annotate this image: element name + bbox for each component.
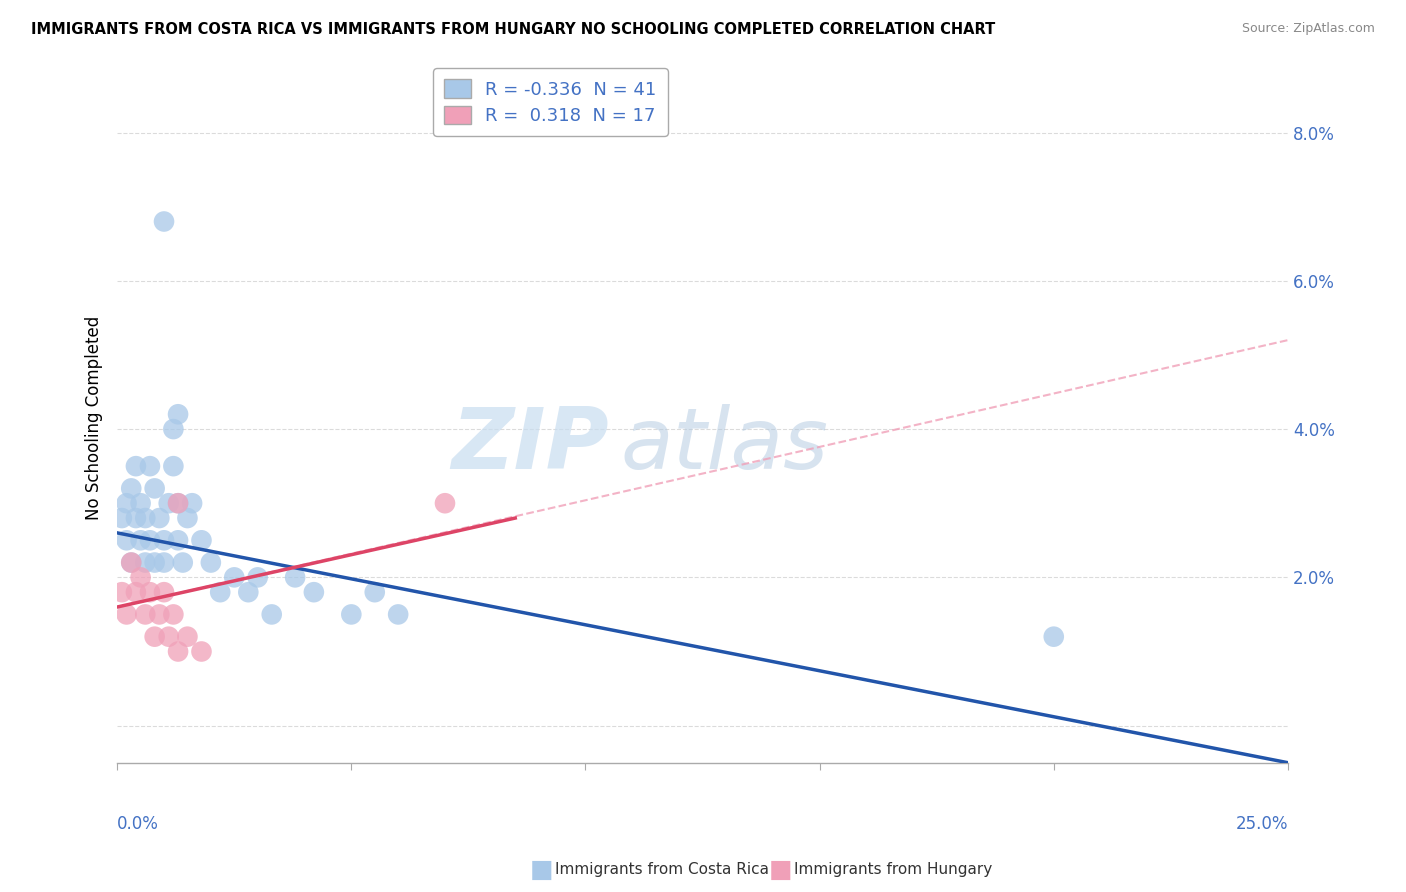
Point	[120, 556, 142, 570]
Point	[134, 511, 156, 525]
Point	[148, 607, 170, 622]
Text: 25.0%: 25.0%	[1236, 814, 1288, 832]
Y-axis label: No Schooling Completed: No Schooling Completed	[86, 316, 103, 520]
Point	[153, 556, 176, 570]
Point	[340, 607, 363, 622]
Point	[134, 607, 156, 622]
Point	[190, 644, 212, 658]
Point	[153, 214, 176, 228]
Point	[260, 607, 283, 622]
Point	[125, 459, 148, 474]
Point	[157, 496, 180, 510]
Point	[120, 556, 142, 570]
Text: Immigrants from Hungary: Immigrants from Hungary	[794, 863, 993, 877]
Point	[120, 482, 142, 496]
Point	[181, 496, 204, 510]
Point	[284, 570, 307, 584]
Point	[139, 459, 162, 474]
Point	[143, 630, 166, 644]
Point	[157, 630, 180, 644]
Text: Immigrants from Costa Rica: Immigrants from Costa Rica	[555, 863, 769, 877]
Text: ■: ■	[530, 858, 553, 881]
Point	[167, 496, 190, 510]
Point	[200, 556, 222, 570]
Point	[209, 585, 232, 599]
Point	[433, 496, 456, 510]
Text: 0.0%: 0.0%	[117, 814, 159, 832]
Point	[125, 585, 148, 599]
Point	[111, 511, 134, 525]
Point	[1042, 630, 1064, 644]
Point	[167, 644, 190, 658]
Point	[167, 496, 190, 510]
Point	[153, 533, 176, 548]
Legend: R = -0.336  N = 41, R =  0.318  N = 17: R = -0.336 N = 41, R = 0.318 N = 17	[433, 69, 668, 136]
Point	[162, 459, 184, 474]
Text: atlas: atlas	[620, 404, 828, 487]
Point	[129, 570, 152, 584]
Point	[129, 496, 152, 510]
Point	[238, 585, 260, 599]
Point	[172, 556, 194, 570]
Point	[387, 607, 409, 622]
Point	[129, 533, 152, 548]
Point	[148, 511, 170, 525]
Point	[167, 533, 190, 548]
Point	[139, 585, 162, 599]
Point	[162, 607, 184, 622]
Point	[115, 496, 138, 510]
Text: IMMIGRANTS FROM COSTA RICA VS IMMIGRANTS FROM HUNGARY NO SCHOOLING COMPLETED COR: IMMIGRANTS FROM COSTA RICA VS IMMIGRANTS…	[31, 22, 995, 37]
Point	[143, 556, 166, 570]
Point	[134, 556, 156, 570]
Point	[162, 422, 184, 436]
Point	[364, 585, 387, 599]
Point	[167, 407, 190, 421]
Text: Source: ZipAtlas.com: Source: ZipAtlas.com	[1241, 22, 1375, 36]
Point	[176, 511, 198, 525]
Point	[153, 585, 176, 599]
Point	[125, 511, 148, 525]
Point	[111, 585, 134, 599]
Point	[190, 533, 212, 548]
Text: ZIP: ZIP	[451, 404, 609, 487]
Point	[115, 533, 138, 548]
Point	[139, 533, 162, 548]
Text: ■: ■	[769, 858, 792, 881]
Point	[246, 570, 269, 584]
Point	[224, 570, 246, 584]
Point	[143, 482, 166, 496]
Point	[115, 607, 138, 622]
Point	[302, 585, 325, 599]
Point	[176, 630, 198, 644]
